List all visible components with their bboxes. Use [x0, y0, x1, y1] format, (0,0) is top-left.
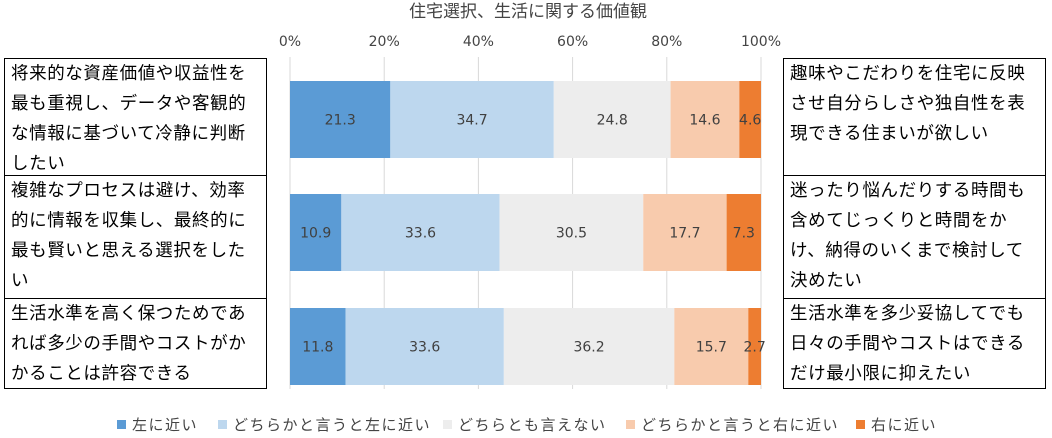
bar-segment: [748, 308, 761, 385]
legend-label: どちらかと言うと右に近い: [641, 415, 840, 434]
bar-segment: [499, 194, 644, 271]
label-line: 現できる住まいが欲しい: [790, 124, 989, 144]
label-line: 生活水準を高く保つためであ: [11, 304, 247, 324]
bar-segment: [290, 194, 342, 271]
data-label: 24.8: [597, 113, 628, 129]
bar-segment: [670, 81, 740, 158]
label-line: 決めたい: [790, 271, 863, 291]
legend-swatch: [443, 419, 452, 429]
label-line: 最も賢いと思える選択をした: [11, 241, 246, 261]
bar-segment: [726, 194, 761, 271]
label-line: 最も重視し、データや客観的: [11, 94, 247, 114]
label-line: させ自分らしさや独自性を表: [790, 94, 1026, 114]
bar-segment: [341, 194, 500, 271]
data-label: 14.6: [689, 113, 720, 129]
legend-label: 左に近い: [132, 415, 199, 434]
label-line: な情報に基づいて冷静に判断: [11, 124, 246, 144]
bars: [290, 81, 761, 385]
legend: 左に近い どちらかと言うと左に近い どちらとも言えない どちらかと言うと右に近い 右に近…: [0, 412, 1052, 436]
x-tick-label: 80%: [651, 34, 682, 50]
data-label: 30.5: [556, 226, 587, 242]
legend-item: どちらとも言えない: [443, 412, 607, 436]
data-label: 4.6: [739, 113, 761, 129]
legend-swatch: [117, 419, 126, 429]
data-label: 11.8: [302, 340, 333, 356]
legend-label: どちらかと言うと左に近い: [233, 415, 432, 434]
bar-segment: [739, 81, 761, 158]
label-line: 趣味やこだわりを住宅に反映: [790, 64, 1026, 84]
bar-segment: [290, 308, 346, 385]
data-label: 36.2: [573, 340, 604, 356]
label-line: 将来的な資産価値や収益性を: [11, 64, 247, 84]
legend-item: 左に近い: [117, 412, 198, 436]
data-label: 33.6: [409, 340, 440, 356]
legend-item: どちらかと言うと左に近い: [218, 412, 431, 436]
x-tick-label: 100%: [741, 34, 781, 50]
x-tick-label: 0%: [279, 34, 301, 50]
data-label: 10.9: [300, 226, 331, 242]
data-label: 21.3: [325, 113, 356, 129]
x-tick-label: 40%: [463, 34, 494, 50]
data-label: 17.7: [669, 226, 700, 242]
label-line: かることは許容できる: [11, 364, 192, 384]
label-line: したい: [11, 154, 66, 174]
bar-segment: [290, 81, 391, 158]
right-label-row-2: 迷ったり悩んだりする時間も 含めてじっくりと時間をか け、納得のいくまで検討して 決め…: [783, 175, 1046, 299]
legend-swatch: [218, 419, 227, 429]
legend-item: どちらかと言うと右に近い: [626, 412, 839, 436]
legend-item: 右に近い: [856, 412, 937, 436]
bar-segment: [503, 308, 675, 385]
label-line: だけ最小限に抑えたい: [790, 364, 971, 384]
data-label: 15.7: [696, 340, 727, 356]
left-label-row-2: 複雑なプロセスは避け、効率 的に情報を収集し、最終的に 最も賢いと思える選択をしたい: [4, 175, 267, 299]
legend-swatch: [626, 419, 635, 429]
right-label-row-3: 生活水準を多少妥協してでも 日々の手間やコストはできる だけ最小限に抑えたい: [783, 298, 1046, 389]
data-label: 33.6: [405, 226, 436, 242]
data-label: 34.7: [456, 113, 487, 129]
bar-segment: [674, 308, 749, 385]
label-line: け、納得のいくまで検討して: [790, 241, 1024, 261]
bar-segment: [390, 81, 554, 158]
right-label-row-1: 趣味やこだわりを住宅に反映 させ自分らしさや独自性を表 現できる住まいが欲しい: [783, 58, 1046, 182]
label-line: 日々の手間やコストはできる: [790, 334, 1025, 354]
data-label: 2.7: [744, 340, 766, 356]
left-label-row-1: 将来的な資産価値や収益性を 最も重視し、データや客観的 な情報に基づいて冷静に判断し…: [4, 58, 267, 182]
left-label-row-3: 生活水準を高く保つためであ れば多少の手間やコストがか かることは許容できる: [4, 298, 267, 389]
label-line: れば多少の手間やコストがか: [11, 334, 247, 354]
bar-segment: [553, 81, 671, 158]
label-line: 含めてじっくりと時間をか: [790, 211, 1008, 231]
label-line: 迷ったり悩んだりする時間も: [790, 181, 1026, 201]
legend-label: 右に近い: [871, 415, 938, 434]
label-line: い: [11, 271, 30, 291]
label-line: 生活水準を多少妥協してでも: [790, 304, 1025, 324]
chart-title: 住宅選択、生活に関する価値観: [409, 2, 647, 22]
label-line: 的に情報を収集し、最終的に: [11, 211, 247, 231]
x-axis-ticks: 0% 20% 40% 60% 80% 100%: [279, 34, 781, 50]
data-label: 7.3: [733, 226, 755, 242]
bar-segment: [345, 308, 504, 385]
value-labels: 21.3 34.7 24.8 14.6 4.6 10.9 33.6 30.5 17.7 7.3 11…: [300, 113, 766, 356]
bar-segment: [643, 194, 727, 271]
x-tick-label: 60%: [557, 34, 588, 50]
legend-label: どちらとも言えない: [458, 415, 607, 434]
legend-swatch: [856, 419, 865, 429]
label-line: 複雑なプロセスは避け、効率: [11, 181, 246, 201]
x-tick-label: 20%: [369, 34, 400, 50]
